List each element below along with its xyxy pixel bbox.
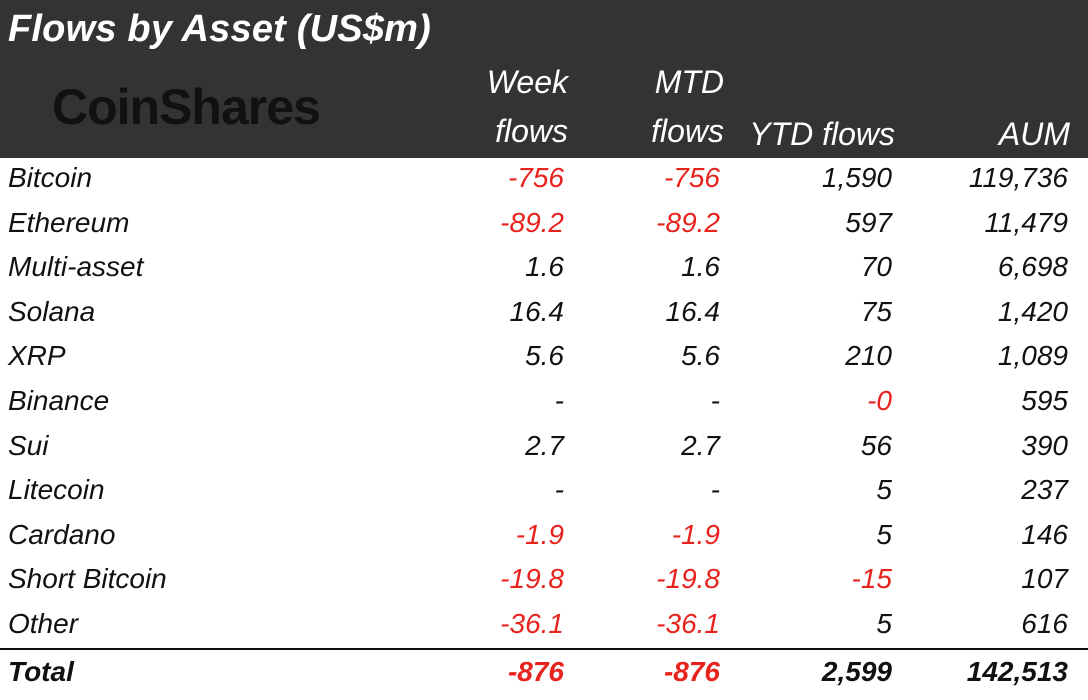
week-value: -756 — [507, 162, 564, 193]
col-header-week: Week flows — [486, 64, 568, 149]
week-value: 1.6 — [525, 251, 564, 283]
mtd-value: -1.9 — [671, 518, 720, 550]
week-value: -36.1 — [500, 608, 564, 639]
asset-name: Bitcoin — [8, 162, 93, 193]
asset-name: Ethereum — [8, 206, 130, 238]
asset-name: Short Bitcoin — [8, 563, 167, 595]
total-mtd: -876 — [663, 656, 720, 687]
total-row: Total -876 -876 2,599 142,513 — [0, 652, 1088, 697]
week-value: 5.6 — [525, 340, 564, 372]
table-row: Litecoin - - 5 237 — [0, 470, 1088, 515]
ytd-value: 210 — [845, 340, 892, 372]
ytd-value: 75 — [860, 295, 892, 327]
ytd-value: -15 — [851, 563, 892, 595]
week-value: 16.4 — [509, 295, 565, 327]
mtd-value: -19.8 — [656, 563, 720, 595]
total-week: -876 — [507, 656, 564, 687]
table-row: XRP 5.6 5.6 210 1,089 — [0, 336, 1088, 381]
mtd-value: -756 — [663, 162, 720, 193]
ytd-value: 1,590 — [821, 162, 892, 193]
col-header-aum: AUM — [998, 116, 1070, 152]
ytd-value: 597 — [845, 206, 892, 238]
total-aum: 142,513 — [966, 656, 1068, 687]
asset-name: Binance — [8, 385, 110, 416]
week-value: 2.7 — [525, 429, 564, 461]
col-header-ytd: YTD flows — [749, 116, 895, 152]
aum-value: 1,420 — [997, 295, 1068, 327]
asset-name: Multi-asset — [8, 251, 144, 283]
total-label: Total — [8, 656, 74, 687]
table-row: Solana 16.4 16.4 75 1,420 — [0, 292, 1088, 337]
mtd-value: 16.4 — [665, 295, 721, 327]
table-row: Ethereum -89.2 -89.2 597 11,479 — [0, 203, 1088, 248]
aum-value: 107 — [1021, 563, 1068, 595]
mtd-value: -36.1 — [656, 608, 720, 639]
aum-value: 6,698 — [997, 251, 1068, 283]
week-value: -19.8 — [500, 563, 564, 595]
asset-name: Solana — [8, 295, 96, 327]
week-value: - — [554, 474, 564, 506]
total-divider — [0, 648, 1088, 650]
aum-value: 1,089 — [997, 340, 1068, 372]
table-row: Short Bitcoin -19.8 -19.8 -15 107 — [0, 559, 1088, 604]
aum-value: 616 — [1021, 608, 1068, 639]
week-value: - — [554, 385, 564, 416]
aum-value: 119,736 — [968, 162, 1068, 193]
week-value: -1.9 — [515, 518, 564, 550]
asset-name: Cardano — [8, 518, 116, 550]
mtd-value: 1.6 — [681, 251, 720, 283]
table-row: Other -36.1 -36.1 5 616 — [0, 604, 1088, 649]
ytd-value: -0 — [867, 385, 892, 416]
aum-value: 390 — [1021, 429, 1068, 461]
mtd-value: 5.6 — [681, 340, 720, 372]
table-row: Sui 2.7 2.7 56 390 — [0, 426, 1088, 471]
col-header-mtd: MTD flows — [651, 64, 724, 149]
mtd-value: 2.7 — [681, 429, 720, 461]
table-title: Flows by Asset (US$m) — [8, 8, 431, 50]
asset-name: Sui — [8, 429, 49, 461]
aum-value: 11,479 — [984, 206, 1068, 238]
ytd-value: 5 — [876, 608, 892, 639]
mtd-value: -89.2 — [656, 206, 720, 238]
week-value: -89.2 — [500, 206, 564, 238]
table-row: Bitcoin -756 -756 1,590 119,736 — [0, 158, 1088, 203]
table-row: Cardano -1.9 -1.9 5 146 — [0, 515, 1088, 560]
asset-name: Litecoin — [8, 474, 105, 506]
aum-value: 237 — [1021, 474, 1068, 506]
ytd-value: 56 — [860, 429, 892, 461]
total-ytd: 2,599 — [821, 656, 892, 687]
mtd-value: - — [710, 385, 720, 416]
table-header: Flows by Asset (US$m) CoinShares Week flo… — [0, 0, 1088, 158]
mtd-value: - — [710, 474, 720, 506]
ytd-value: 5 — [876, 474, 892, 506]
ytd-value: 70 — [860, 251, 892, 283]
aum-value: 146 — [1021, 518, 1068, 550]
asset-name: XRP — [8, 340, 66, 372]
coinshares-logo: CoinShares — [52, 79, 321, 135]
table-row: Multi-asset 1.6 1.6 70 6,698 — [0, 247, 1088, 292]
ytd-value: 5 — [876, 518, 892, 550]
aum-value: 595 — [1021, 385, 1068, 416]
table-row: Binance - - -0 595 — [0, 381, 1088, 426]
asset-name: Other — [8, 608, 79, 639]
